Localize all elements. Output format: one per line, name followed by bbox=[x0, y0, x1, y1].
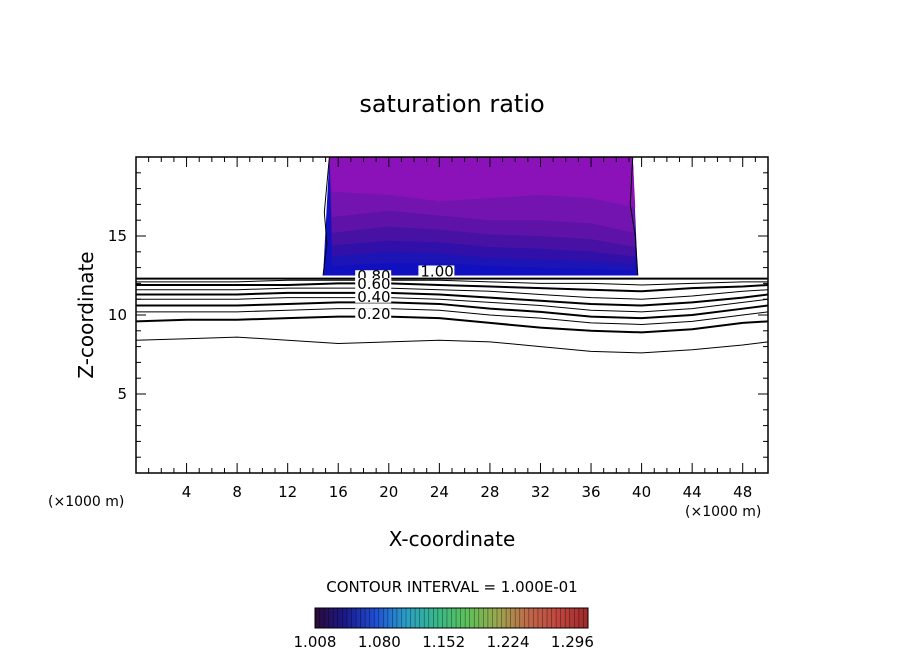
x-tick-label: 44 bbox=[683, 483, 702, 501]
x-tick-label: 12 bbox=[278, 483, 297, 501]
y-tick-label: 10 bbox=[108, 306, 127, 324]
colorbar-tick-label: 1.296 bbox=[551, 633, 594, 651]
x-tick-label: 16 bbox=[329, 483, 348, 501]
x-tick-label: 32 bbox=[531, 483, 550, 501]
colorbar-tick-label: 1.080 bbox=[358, 633, 401, 651]
contour-labels: 1.000.800.600.400.20 bbox=[355, 263, 455, 323]
colorbar-tick-labels: 1.008 1.080 1.152 1.224 1.296 bbox=[294, 633, 594, 651]
colorbar-tick-label: 1.224 bbox=[487, 633, 530, 651]
x-tick-label: 24 bbox=[430, 483, 449, 501]
x-tick-label: 36 bbox=[581, 483, 600, 501]
contour-line-4 bbox=[136, 291, 768, 307]
contour-label-3: 0.40 bbox=[357, 288, 390, 306]
colorbar-tick-label: 1.152 bbox=[422, 633, 465, 651]
filled-band-5 bbox=[329, 157, 636, 208]
filled-contour-region bbox=[322, 157, 639, 276]
x-tick-label: 28 bbox=[480, 483, 499, 501]
contour-line-8 bbox=[136, 315, 768, 334]
contour-label-bg-3 bbox=[355, 290, 392, 303]
contour-line-3 bbox=[136, 287, 768, 300]
x-tick-label: 40 bbox=[632, 483, 651, 501]
colorbar-tick-label: 1.008 bbox=[294, 633, 337, 651]
x-tick-label: 48 bbox=[733, 483, 752, 501]
contour-label-bg-0 bbox=[418, 265, 455, 278]
contour-line-5 bbox=[136, 297, 768, 313]
x-tick-label: 4 bbox=[182, 483, 192, 501]
x-tick-label: 20 bbox=[379, 483, 398, 501]
y-tick-label: 15 bbox=[108, 227, 127, 245]
contour-line-2 bbox=[136, 282, 768, 293]
contour-line-1 bbox=[136, 279, 768, 286]
contour-lines bbox=[136, 277, 768, 354]
y-tick-label: 5 bbox=[117, 385, 127, 403]
y-axis-label: Z-coordinate bbox=[74, 251, 98, 378]
colorbar-stripes bbox=[319, 608, 584, 628]
contour-line-9 bbox=[136, 336, 768, 354]
x-right-unit: (×1000 m) bbox=[685, 504, 761, 520]
y-axis-ticks: 5 10 15 bbox=[108, 172, 768, 458]
chart-title: saturation ratio bbox=[359, 90, 544, 118]
contour-line-6 bbox=[136, 301, 768, 320]
contour-label-4: 0.20 bbox=[357, 305, 390, 323]
x-axis-ticks: 4 8 12 16 20 24 28 32 36 40 44 48 bbox=[148, 157, 756, 501]
x-tick-label: 8 bbox=[232, 483, 242, 501]
filled-region-edge bbox=[322, 157, 639, 276]
x-left-unit: (×1000 m) bbox=[48, 494, 124, 510]
contour-label-0: 1.00 bbox=[420, 263, 453, 281]
x-axis-label: X-coordinate bbox=[389, 527, 516, 551]
contour-line-7 bbox=[136, 308, 768, 325]
contour-interval-note: CONTOUR INTERVAL = 1.000E-01 bbox=[326, 578, 577, 596]
contour-label-2: 0.60 bbox=[357, 275, 390, 293]
contour-label-bg-4 bbox=[355, 308, 392, 321]
contour-label-bg-2 bbox=[355, 278, 392, 291]
